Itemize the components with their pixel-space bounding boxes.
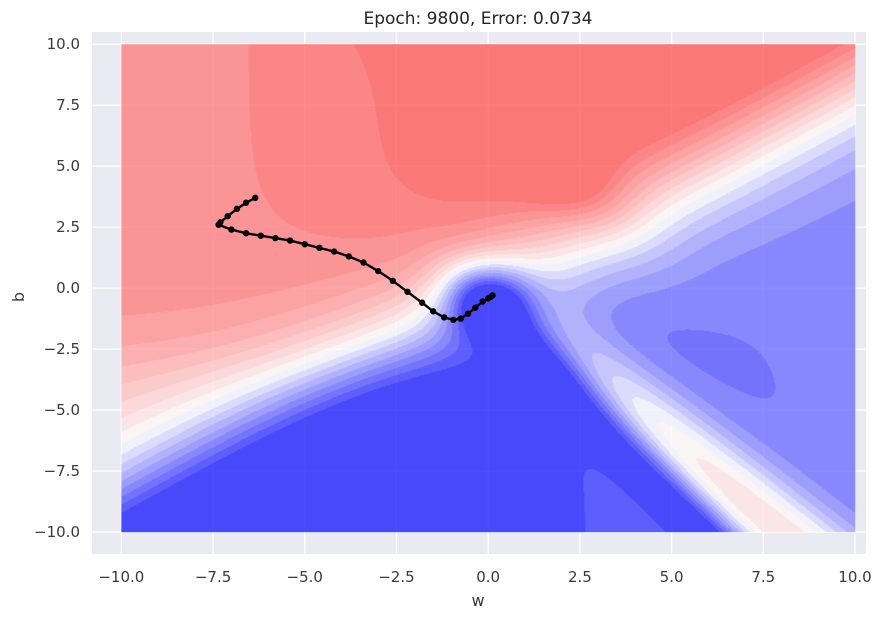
- x-axis-label: w: [471, 591, 484, 610]
- trajectory-point: [389, 277, 396, 285]
- trajectory-point: [440, 314, 448, 321]
- trajectory-point: [301, 241, 308, 248]
- y-tick-label: 0.0: [56, 279, 80, 297]
- x-tick-label: −7.5: [195, 568, 231, 586]
- trajectory-point: [374, 267, 382, 275]
- trajectory-point: [242, 230, 250, 237]
- chart-title: Epoch: 9800, Error: 0.0734: [363, 9, 592, 29]
- x-tick-label: 7.5: [751, 568, 775, 586]
- y-tick-label: 2.5: [56, 218, 80, 236]
- trajectory-point: [418, 299, 426, 306]
- x-axis-ticks: −10.0 −7.5 −5.0 −2.5 0.0 2.5 5.0 7.5 10.0: [98, 568, 871, 586]
- trajectory-point: [252, 194, 259, 202]
- trajectory-point: [242, 199, 250, 206]
- trajectory-point: [479, 298, 486, 305]
- y-tick-label: 5.0: [56, 157, 80, 175]
- trajectory-point: [233, 205, 241, 213]
- trajectory-point: [360, 259, 367, 266]
- x-tick-label: 2.5: [568, 568, 592, 586]
- trajectory-point: [272, 234, 279, 242]
- descent-trajectory: [215, 194, 496, 324]
- x-tick-label: −5.0: [287, 568, 323, 586]
- y-tick-label: 7.5: [56, 96, 80, 114]
- x-tick-label: −2.5: [378, 568, 414, 586]
- y-tick-label: −2.5: [44, 340, 80, 358]
- x-tick-label: −10.0: [98, 568, 144, 586]
- y-tick-label: −7.5: [44, 462, 80, 480]
- trajectory-point: [404, 288, 411, 295]
- x-tick-label: 10.0: [838, 568, 871, 586]
- trajectory-point: [228, 226, 235, 233]
- trajectory-point: [450, 316, 457, 324]
- trajectory-point: [215, 221, 222, 228]
- trajectory-point: [472, 304, 479, 311]
- trajectory-point: [429, 308, 437, 315]
- contour-fill: [121, 44, 856, 533]
- y-tick-label: 10.0: [47, 35, 80, 53]
- trajectory-point: [257, 232, 264, 239]
- trajectory-point: [316, 244, 323, 252]
- x-tick-label: 5.0: [660, 568, 684, 586]
- trajectory-point: [457, 315, 464, 322]
- contour-surface: [121, 44, 856, 533]
- trajectory-point: [489, 292, 496, 299]
- y-tick-label: −10.0: [34, 523, 80, 541]
- x-tick-label: 0.0: [476, 568, 500, 586]
- trajectory-point: [464, 310, 472, 317]
- y-axis-ticks: 10.0 7.5 5.0 2.5 0.0 −2.5 −5.0 −7.5 −10.0: [34, 35, 80, 541]
- y-axis-label: b: [9, 292, 28, 302]
- trajectory-point: [345, 253, 352, 260]
- trajectory-point: [224, 212, 231, 220]
- y-tick-label: −5.0: [44, 401, 80, 419]
- trajectory-point: [286, 237, 294, 244]
- trajectory-point: [330, 248, 338, 255]
